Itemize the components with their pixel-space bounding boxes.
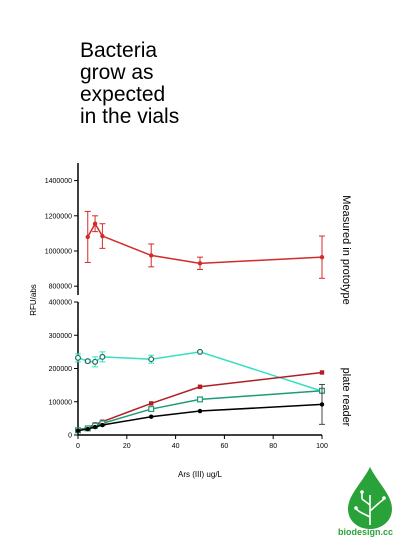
y-tick-label: 200000 — [49, 366, 72, 373]
top-panel-axes: 800000 1000000 1200000 1400000 — [45, 163, 79, 295]
data-point — [149, 253, 154, 258]
y-tick-label: 400000 — [49, 300, 72, 307]
title-line-1: Bacteria — [80, 39, 158, 62]
title-line-4: in the vials — [80, 105, 180, 128]
slide-title: Bacteria grow as expected in the vials — [80, 40, 280, 128]
data-point — [75, 428, 81, 433]
data-point — [319, 370, 325, 375]
y-tick-label: 1000000 — [45, 249, 72, 256]
y-tick-label: 1400000 — [45, 178, 72, 185]
x-axis-label: Ars (III) ug/L — [178, 470, 223, 479]
data-point — [148, 356, 155, 363]
data-point — [197, 261, 203, 266]
logo-text: biodesign.cc — [338, 527, 394, 537]
data-point — [148, 406, 155, 413]
y-axis-label: RFU/abs — [29, 284, 38, 316]
y-tick-label: 300000 — [49, 333, 72, 340]
bottom-panel-side-label: plate reader — [340, 368, 352, 427]
bottom-panel-series — [74, 348, 326, 434]
data-point — [149, 414, 154, 419]
x-tick-label: 80 — [269, 443, 277, 450]
biodesign-logo-icon — [348, 467, 392, 529]
data-point — [92, 424, 98, 430]
bottom-panel-axes: 0 100000 200000 300000 400000 0 20 40 60 80 100 — [49, 300, 328, 451]
x-tick-label: 40 — [172, 443, 180, 450]
data-point — [74, 354, 81, 361]
y-tick-label: 0 — [68, 433, 72, 440]
y-tick-label: 1200000 — [45, 213, 72, 220]
title-line-2: grow as — [80, 61, 154, 84]
data-point — [99, 353, 106, 360]
data-point — [149, 401, 154, 406]
data-point — [100, 233, 105, 239]
y-tick-label: 800000 — [49, 284, 72, 291]
x-tick-label: 100 — [316, 443, 328, 450]
title-line-3: expected — [80, 83, 166, 106]
data-point — [197, 396, 204, 403]
data-point — [85, 426, 90, 432]
data-point — [197, 348, 204, 355]
series-line — [87, 222, 323, 265]
y-tick-label: 100000 — [49, 399, 72, 406]
data-point — [100, 422, 105, 428]
data-point — [92, 358, 99, 365]
x-tick-label: 0 — [76, 443, 80, 450]
data-point — [197, 384, 203, 389]
x-tick-label: 60 — [221, 443, 229, 450]
data-point — [84, 358, 91, 365]
data-point — [319, 254, 325, 260]
data-point — [319, 402, 325, 407]
data-point — [197, 408, 203, 414]
data-point — [85, 234, 90, 240]
top-panel-series — [84, 210, 325, 279]
x-tick-label: 20 — [123, 443, 131, 450]
data-point — [92, 221, 98, 226]
top-panel-side-label: Measured in prototype — [340, 195, 352, 304]
